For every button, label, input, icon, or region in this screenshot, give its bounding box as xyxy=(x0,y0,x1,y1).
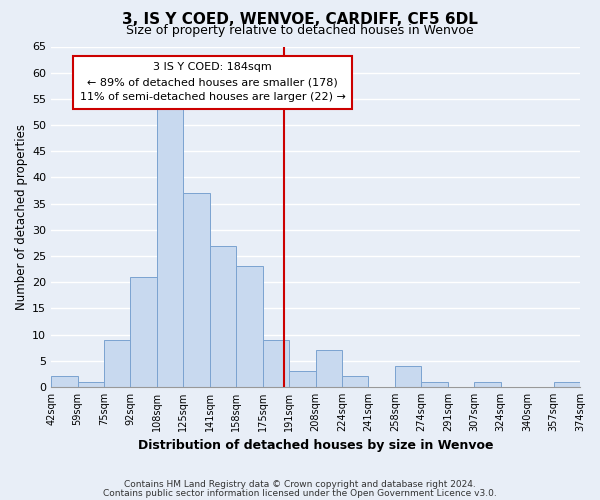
Bar xyxy=(395,366,421,387)
Bar xyxy=(316,350,342,387)
Bar xyxy=(421,382,448,387)
Text: Contains HM Land Registry data © Crown copyright and database right 2024.: Contains HM Land Registry data © Crown c… xyxy=(124,480,476,489)
Bar xyxy=(289,371,316,387)
Bar xyxy=(77,382,104,387)
Bar xyxy=(474,382,500,387)
Bar xyxy=(130,277,157,387)
Bar xyxy=(210,246,236,387)
Bar xyxy=(51,376,77,387)
Bar xyxy=(236,266,263,387)
Bar xyxy=(184,193,210,387)
Bar xyxy=(104,340,130,387)
Text: Contains public sector information licensed under the Open Government Licence v3: Contains public sector information licen… xyxy=(103,488,497,498)
Y-axis label: Number of detached properties: Number of detached properties xyxy=(15,124,28,310)
Bar xyxy=(157,110,184,387)
Bar xyxy=(342,376,368,387)
Text: Size of property relative to detached houses in Wenvoe: Size of property relative to detached ho… xyxy=(126,24,474,37)
X-axis label: Distribution of detached houses by size in Wenvoe: Distribution of detached houses by size … xyxy=(138,440,493,452)
Bar xyxy=(263,340,289,387)
Bar xyxy=(554,382,580,387)
Text: 3, IS Y COED, WENVOE, CARDIFF, CF5 6DL: 3, IS Y COED, WENVOE, CARDIFF, CF5 6DL xyxy=(122,12,478,26)
Text: 3 IS Y COED: 184sqm
← 89% of detached houses are smaller (178)
11% of semi-detac: 3 IS Y COED: 184sqm ← 89% of detached ho… xyxy=(80,62,346,102)
